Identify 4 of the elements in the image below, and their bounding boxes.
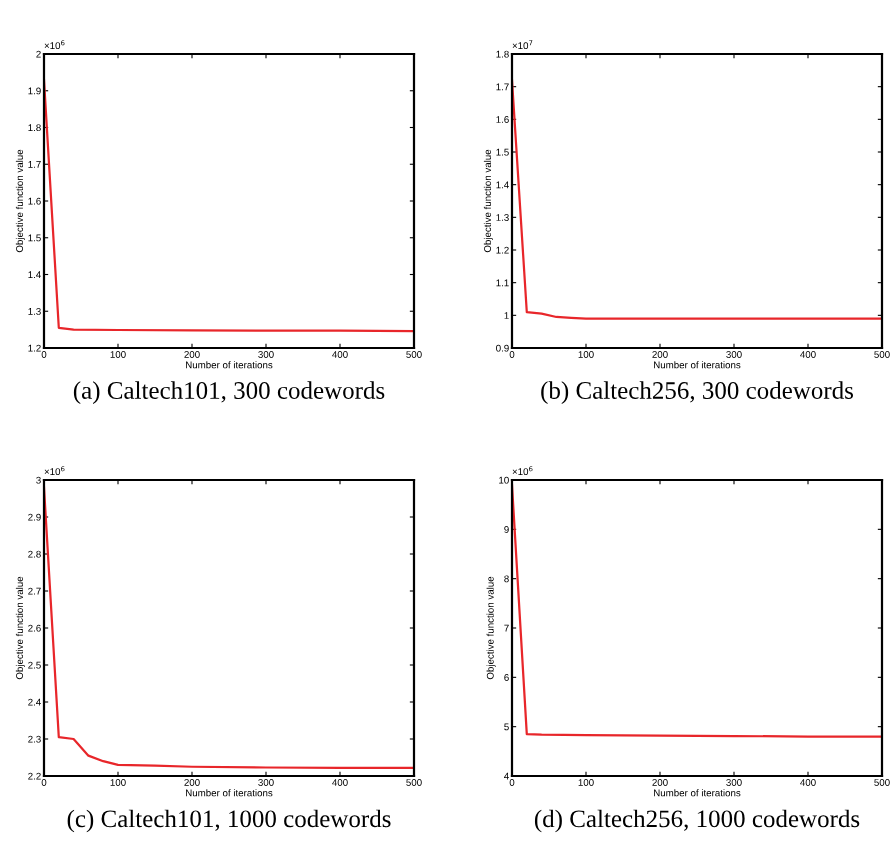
text: (b) Caltech256, 300 codewords [541, 381, 853, 404]
text: (c) Caltech101, 1000 codewords [67, 809, 391, 833]
text: (a) Caltech101, 300 codewords [73, 381, 385, 404]
text: (d) Caltech256, 1000 codewords [534, 809, 860, 833]
